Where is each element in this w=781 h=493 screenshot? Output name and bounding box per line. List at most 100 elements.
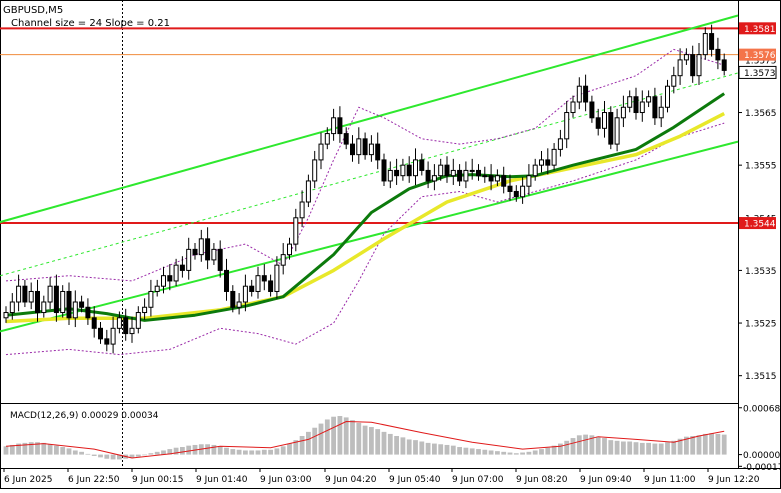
candle (570, 95, 576, 118)
candle-body (305, 180, 311, 203)
macd-histogram-bar (293, 440, 299, 455)
macd-histogram-bar (545, 447, 551, 455)
candle (255, 266, 261, 299)
macd-histogram-bar (570, 438, 576, 455)
candle-body (198, 238, 204, 256)
candle-body (431, 175, 437, 182)
macd-histogram-bar (513, 453, 519, 455)
macd-histogram-bar (280, 446, 286, 455)
macd-histogram-bar (526, 451, 532, 455)
candle-body (633, 96, 639, 114)
macd-histogram-bar (482, 449, 488, 455)
macd-histogram-bar (41, 442, 47, 455)
channel-middle-line (0, 72, 739, 277)
chart-header: GBPUSD,M5 Channel size = 24 Slope = 0.21… (3, 5, 170, 421)
macd-histogram-bar (79, 451, 84, 455)
price-tag-label: 1.3573 (744, 69, 776, 79)
macd-histogram-bar (54, 445, 59, 455)
candle (337, 106, 343, 143)
candle (583, 74, 589, 112)
macd-histogram-bar (261, 449, 267, 455)
candle (381, 153, 387, 186)
macd-histogram-bar (142, 454, 147, 456)
candle (41, 295, 47, 318)
price-axis-label: 1.3575 (745, 56, 777, 66)
macd-histogram-bar (236, 449, 242, 455)
price-tag-red (739, 217, 776, 230)
candle (438, 158, 444, 181)
candle-body (179, 264, 185, 271)
macd-histogram-bar (154, 451, 160, 455)
candle-body (551, 148, 557, 166)
candle (721, 53, 727, 76)
macd-histogram-bar (576, 435, 582, 455)
candle (72, 290, 78, 328)
macd-histogram-bar (369, 427, 374, 455)
candle-body (104, 338, 110, 345)
candle (476, 164, 481, 181)
macd-histogram-bar (148, 453, 154, 455)
macd-histogram-bar (476, 449, 481, 455)
candle (400, 158, 406, 181)
candle-body (116, 317, 122, 329)
time-axis-label: 9 Jun 07:00 (452, 475, 504, 485)
candle-body (639, 101, 645, 114)
macd-histogram-bar (28, 442, 34, 455)
candle-body (406, 164, 412, 177)
candle-body (690, 54, 696, 77)
macd-histogram-bar (721, 434, 727, 455)
time-axis-label: 9 Jun 04:20 (325, 475, 377, 485)
time-axis-label: 9 Jun 11:00 (644, 475, 696, 485)
candle (413, 148, 418, 185)
candle-body (35, 290, 40, 314)
macd-histogram-bar (432, 443, 437, 455)
candle (469, 158, 475, 180)
candle (22, 279, 28, 308)
candle (47, 277, 53, 310)
candle-body (507, 185, 513, 192)
candle (205, 227, 211, 270)
candle-body (702, 33, 708, 56)
candle (450, 158, 456, 185)
macd-histogram-bar (652, 443, 658, 455)
candle-body (595, 117, 601, 129)
candle-body (614, 117, 620, 145)
candle (60, 285, 66, 318)
candle-body (217, 248, 223, 271)
macd-histogram-bar (60, 447, 66, 455)
macd-histogram-bar (161, 450, 166, 455)
candle-body (444, 164, 450, 177)
macd-histogram-bar (110, 454, 116, 460)
macd-histogram-bar (671, 440, 677, 455)
candle (608, 106, 614, 150)
candle (671, 66, 677, 94)
macd-axis-label: -0.00017 (743, 463, 781, 473)
macd-histogram-bar (9, 444, 15, 455)
candle (425, 161, 431, 189)
candle-body (255, 275, 261, 292)
candle (627, 90, 633, 113)
candle (488, 164, 494, 191)
macd-histogram-bar (709, 433, 714, 455)
candle (53, 274, 59, 322)
candle-body (696, 54, 702, 77)
candle-body (148, 290, 154, 308)
candle (242, 274, 248, 312)
candle-body (154, 285, 160, 292)
candle (501, 166, 507, 194)
macd-histogram-bar (249, 450, 255, 455)
candle-body (53, 285, 59, 314)
candle-body (129, 327, 135, 335)
candle-body (400, 164, 406, 177)
candle-body (413, 159, 418, 177)
macd-histogram-bar (129, 454, 135, 459)
candle (564, 100, 570, 149)
candle-body (274, 264, 280, 292)
price-axis-label: 1.3515 (745, 372, 777, 382)
candle (646, 90, 652, 108)
candle (375, 132, 381, 170)
candle-body (419, 159, 425, 171)
macd-histogram-bar (362, 425, 368, 455)
candle-body (646, 96, 652, 103)
